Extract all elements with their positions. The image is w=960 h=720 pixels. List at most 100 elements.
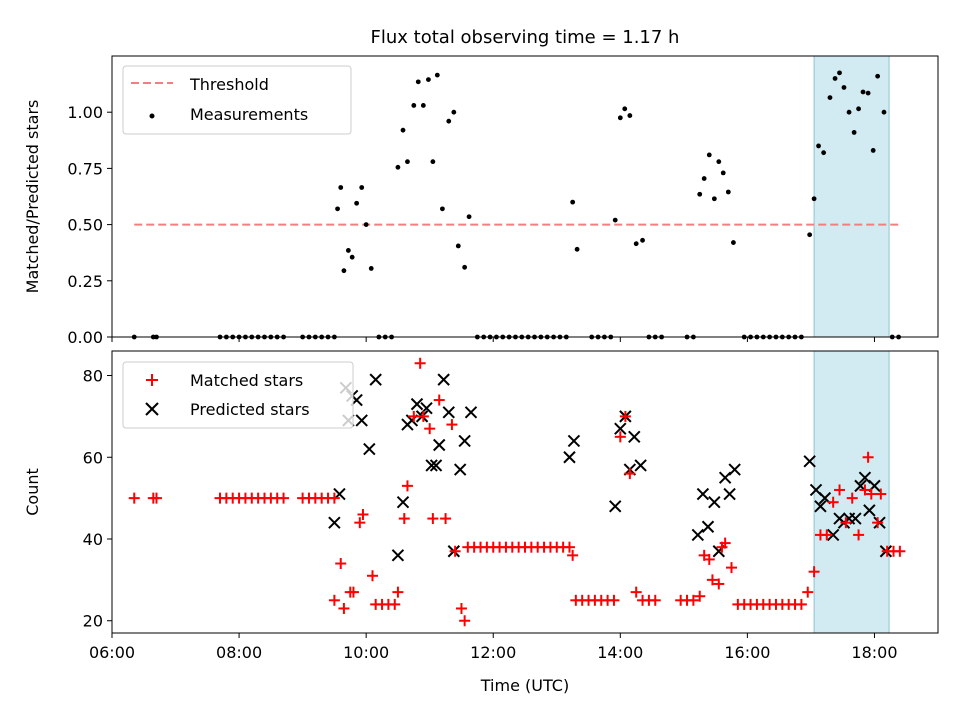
measurement-point [349, 254, 355, 260]
measurement-point [875, 73, 881, 79]
y-tick-label: 40 [83, 530, 103, 549]
predicted-point [369, 373, 382, 386]
predicted-point [728, 463, 741, 476]
predicted-point [691, 528, 705, 542]
predicted-points [328, 373, 893, 562]
predicted-point [363, 442, 376, 456]
y-tick-label: 20 [83, 612, 103, 631]
matched-point [128, 492, 140, 504]
y-axis-label: Count [23, 468, 42, 516]
x-tick-label: 06:00 [89, 643, 135, 662]
predicted-point [442, 406, 455, 419]
measurement-point [341, 268, 347, 274]
x-tick-label: 10:00 [343, 643, 389, 662]
measurement-point [706, 152, 712, 158]
measurement-point [570, 199, 576, 205]
matched-point [459, 615, 471, 627]
measurement-point [354, 200, 360, 206]
measurement-point [870, 148, 876, 153]
measurement-point [426, 77, 431, 83]
measurement-point [807, 232, 813, 238]
plot-frame [111, 55, 939, 338]
y-tick-label: 80 [83, 367, 103, 386]
measurement-point [811, 196, 817, 202]
x-axis-ticks: 06:00 08:00 10:00 12:00 14:00 16:00 18:00 [89, 633, 898, 662]
measurement-point [827, 95, 833, 100]
y-tick-label: 1.00 [67, 103, 103, 122]
matched-point [354, 517, 366, 529]
matched-point [424, 423, 436, 435]
predicted-point [696, 487, 710, 501]
measurement-point [865, 90, 871, 96]
predicted-point [614, 422, 627, 435]
matched-point [367, 570, 379, 582]
predicted-point [826, 528, 840, 542]
predicted-point [609, 500, 622, 513]
measurement-point [841, 85, 847, 90]
predicted-point [391, 549, 405, 562]
y-tick-label: 0.25 [67, 272, 103, 291]
measurement-point [400, 127, 406, 133]
predicted-point [429, 459, 443, 472]
matched-point [719, 537, 731, 549]
matched-point [392, 586, 404, 598]
matched-point [694, 590, 706, 602]
matched-point [840, 517, 852, 529]
measurement-point [430, 159, 436, 165]
matched-point [335, 558, 347, 570]
matched-point [649, 594, 661, 606]
matched-point [726, 562, 737, 574]
matched-point [338, 602, 350, 614]
measurement-point [731, 240, 736, 245]
y-axis-label: Matched/Predicted stars [23, 100, 42, 294]
legend: Threshold Measurements [122, 65, 352, 135]
matched-point [865, 488, 877, 500]
measurement-point [338, 185, 344, 190]
measurement-point [411, 103, 417, 108]
predicted-point [355, 414, 368, 427]
matched-point [357, 508, 369, 520]
measurement-point [881, 109, 887, 115]
measurement-point [363, 222, 369, 228]
measurement-point [716, 159, 722, 165]
y-tick-label: 0.00 [67, 328, 103, 347]
matched-point [328, 492, 340, 504]
measurement-point [856, 106, 861, 112]
matched-points [128, 357, 906, 627]
measurement-point [466, 214, 472, 220]
predicted-point [814, 500, 827, 513]
matched-point [347, 586, 359, 598]
matched-point [440, 513, 452, 525]
matched-point [449, 545, 461, 557]
predicted-point [634, 459, 647, 472]
predicted-point [464, 406, 478, 419]
matched-point [414, 357, 426, 369]
measurement-point [455, 243, 461, 249]
measurement-point [816, 143, 821, 149]
x-tick-label: 12:00 [470, 643, 516, 662]
matched-point [389, 598, 401, 610]
count-panel: 20 40 60 80 06:00 08:00 10:00 12:00 14:00 16:00 1… [23, 350, 939, 695]
x-tick-label: 18:00 [851, 643, 897, 662]
measurement-point [395, 164, 401, 170]
highlight-span [813, 55, 890, 338]
predicted-point [863, 504, 876, 517]
predicted-point [433, 438, 446, 452]
matched-point [894, 545, 906, 557]
measurement-point [440, 206, 445, 212]
matched-point [872, 517, 884, 529]
measurement-point [574, 246, 580, 252]
matched-point [834, 484, 846, 496]
predicted-point [453, 463, 467, 476]
measurement-point [821, 150, 827, 156]
matched-point [862, 451, 874, 463]
x-axis-label: Time (UTC) [480, 676, 569, 695]
predicted-point [849, 512, 862, 525]
matched-point [401, 480, 413, 492]
predicted-point [563, 451, 576, 464]
predicted-point [803, 455, 816, 468]
measurement-point [846, 109, 852, 115]
measurement-point [627, 113, 633, 118]
predicted-point [396, 496, 410, 509]
